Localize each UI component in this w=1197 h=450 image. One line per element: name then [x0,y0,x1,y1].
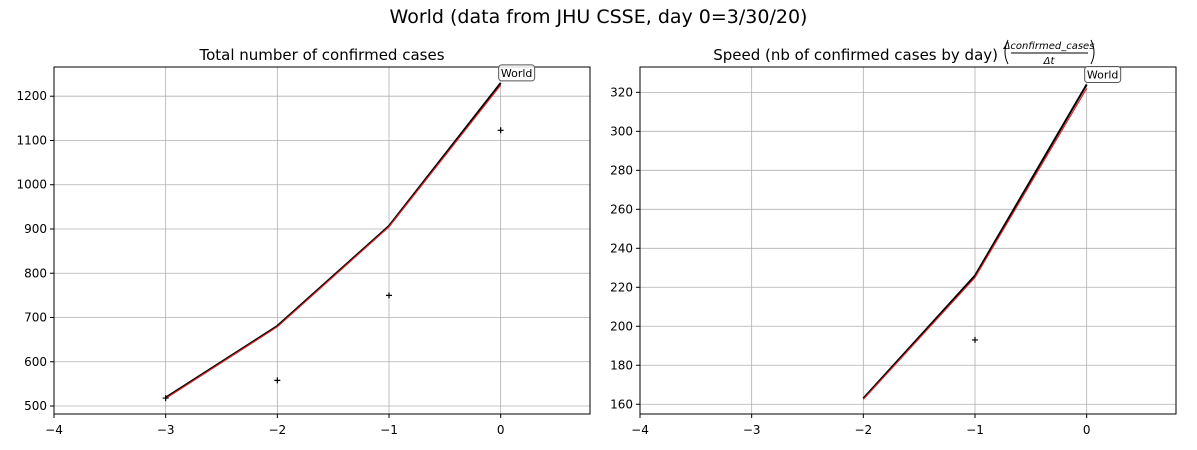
y-tick-label: 200 [610,319,633,333]
fraction-numerator: Δconfirmed_cases [1003,41,1095,52]
y-tick-label: 500 [24,399,47,413]
y-tick-label: 800 [24,266,47,280]
chart-panel-1: −4 −3 −2 −1 0 500 600 700 800 900 1000 1100 1200 Worl… [16,46,591,437]
y-tick-label: 700 [24,311,47,325]
fraction-denominator: Δt [1043,56,1056,67]
x-tick-label: −1 [966,423,984,437]
y-tick-label: 160 [610,397,633,411]
annotation-label: World [501,67,533,80]
annotation-box [1084,66,1122,84]
axes-frame [53,66,591,415]
y-tick-label: 1100 [16,133,47,147]
data-point [497,127,504,134]
annotation: World [1084,66,1122,84]
y-tick-label: 900 [24,222,47,236]
chart-title-text: Speed (nb of confirmed cases by day) [713,46,998,64]
y-tick-label: 180 [610,358,633,372]
paren-right [1090,39,1095,65]
series-line-2 [862,88,1088,400]
x-tick-label: 0 [497,423,505,437]
axes-frame [639,66,1177,415]
x-tick-label: −3 [743,423,761,437]
y-tick-label: 240 [610,241,633,255]
annotation-box [498,64,536,82]
y-tick-label: 300 [610,124,633,138]
x-tick-label: −4 [45,423,63,437]
chart-title: Total number of confirmed cases [198,46,444,64]
y-tick-label: 600 [24,355,47,369]
data-point [162,395,169,402]
paren-left [1004,39,1009,65]
y-tick-label: 1000 [16,178,47,192]
chart-title: Speed (nb of confirmed cases by day) Δcon… [713,39,1095,67]
y-tick-label: 320 [610,85,633,99]
figure-title: World (data from JHU CSSE, day 0=3/30/20… [389,6,808,28]
y-tick-label: 280 [610,163,633,177]
series-line-1 [165,82,502,399]
y-tick-label: 1200 [16,89,47,103]
data-point [274,377,281,384]
x-tick-label: −3 [157,423,175,437]
x-tick-label: −2 [268,423,286,437]
y-tick-label: 220 [610,280,633,294]
chart-panel-2: −4 −3 −2 −1 0 160 180 200 220 240 260 280 300 320 Worl… [610,39,1177,437]
annotation: World [498,64,536,82]
x-tick-label: 0 [1083,423,1091,437]
x-tick-label: −2 [854,423,872,437]
series-line-1 [862,84,1088,400]
x-tick-label: −1 [380,423,398,437]
annotation-label: World [1087,69,1119,82]
x-tick-label: −4 [631,423,649,437]
data-point [386,292,392,299]
data-point [972,336,978,343]
series-line-2 [165,84,502,400]
y-tick-label: 260 [610,202,633,216]
